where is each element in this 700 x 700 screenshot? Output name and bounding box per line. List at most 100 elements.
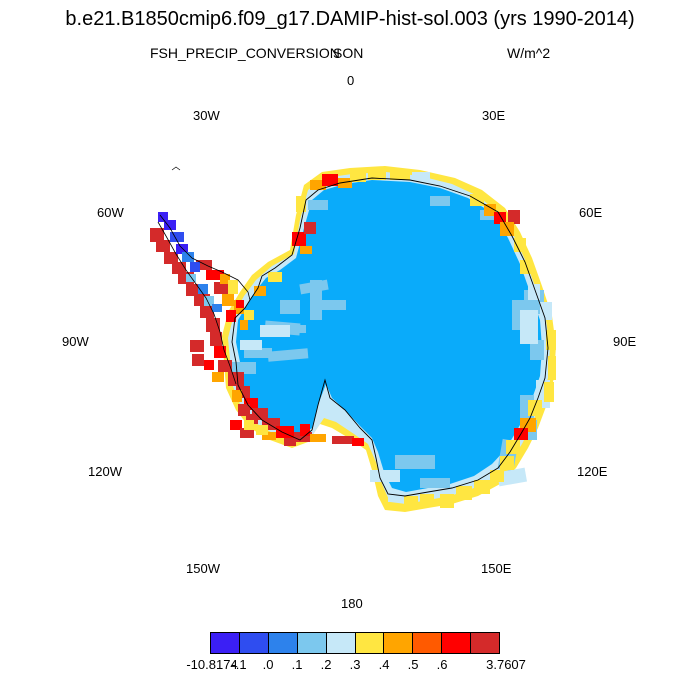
- grid-cell: [352, 438, 364, 446]
- grid-cell: [514, 238, 526, 252]
- field-shading: [150, 166, 556, 512]
- colorbar-box: [268, 633, 298, 653]
- grid-cell: [260, 325, 290, 337]
- grid-cell: [214, 282, 232, 294]
- lon-label-150w: 150W: [186, 561, 220, 576]
- grid-cell: [280, 300, 300, 314]
- grid-cell: [388, 492, 400, 502]
- grid-cell: [420, 494, 434, 506]
- grid-cell: [204, 296, 214, 306]
- grid-cell: [240, 428, 254, 438]
- grid-cell: [500, 222, 514, 236]
- grid-cell: [176, 244, 188, 254]
- grid-cell: [548, 356, 556, 380]
- grid-cell: [404, 496, 418, 508]
- grid-cell: [338, 178, 352, 188]
- grid-cell: [395, 455, 435, 469]
- colorbar-label: .2: [320, 657, 332, 672]
- grid-cell: [204, 360, 214, 370]
- grid-cell: [390, 170, 410, 180]
- grid-cell: [430, 196, 450, 206]
- grid-cell: [190, 262, 200, 272]
- grid-cell: [206, 270, 224, 280]
- grid-cell: [322, 174, 338, 186]
- lon-label-0: 0: [347, 73, 355, 88]
- grid-cell: [158, 212, 168, 222]
- grid-cell: [370, 470, 400, 482]
- colorbar-label: .0: [262, 657, 274, 672]
- grid-cell: [210, 332, 222, 346]
- grid-cell: [262, 432, 276, 440]
- grid-cell: [484, 204, 496, 216]
- grid-cell: [244, 420, 254, 430]
- units-label: W/m^2: [507, 45, 551, 61]
- grid-cell: [456, 486, 472, 500]
- colorbar-box: [297, 633, 327, 653]
- grid-cell: [412, 172, 430, 180]
- grid-cell: [220, 274, 230, 284]
- grid-cell: [284, 438, 296, 446]
- grid-cell: [238, 404, 250, 416]
- lon-label-90w: 90W: [62, 334, 89, 349]
- grid-cell: [296, 196, 306, 212]
- grid-cell: [244, 348, 272, 358]
- grid-cell: [520, 310, 538, 344]
- lon-label-30e: 30E: [482, 108, 506, 123]
- grid-cell: [474, 480, 490, 494]
- colorbar-box: [355, 633, 385, 653]
- grid-cell: [310, 434, 326, 442]
- colorbar-label: -.1: [231, 657, 247, 672]
- coastline: [231, 177, 549, 497]
- grid-cell: [540, 302, 552, 320]
- colorbar-label: -10.8174: [186, 657, 238, 672]
- grid-cell: [282, 325, 306, 333]
- grid-cell: [490, 470, 504, 482]
- grid-cell: [232, 390, 242, 402]
- lon-label-60e: 60E: [579, 205, 603, 220]
- grid-cell: [254, 286, 266, 296]
- grid-cell: [222, 294, 234, 306]
- grid-cell: [182, 252, 194, 262]
- lon-label-150e: 150E: [481, 561, 512, 576]
- grid-cell: [520, 260, 532, 274]
- colorbar-box: [211, 633, 240, 653]
- plot-title: b.e21.B1850cmip6.f09_g17.DAMIP-hist-sol.…: [65, 8, 635, 30]
- lon-label-90e: 90E: [613, 334, 637, 349]
- grid-cell: [300, 246, 312, 254]
- ice-sheet-interior: [236, 180, 542, 492]
- grid-cell: [212, 304, 222, 312]
- colorbar-label: .5: [407, 657, 419, 672]
- grid-cell: [240, 320, 248, 330]
- peninsula-coastline: [159, 214, 251, 301]
- grid-cell: [246, 414, 258, 424]
- grid-cell: [440, 494, 454, 508]
- grid-cell: [228, 372, 244, 386]
- grid-cell: [170, 232, 184, 242]
- grid-cell: [368, 170, 386, 180]
- grid-cell: [200, 306, 214, 318]
- grid-cell: [268, 272, 282, 282]
- grid-cell: [192, 354, 204, 366]
- colorbar-box: [471, 633, 500, 653]
- grid-cell: [198, 284, 208, 294]
- grid-cell: [236, 300, 244, 308]
- grid-cell: [300, 424, 310, 436]
- variable-name: FSH_PRECIP_CONVERSION: [150, 45, 340, 61]
- grid-cell: [226, 310, 236, 322]
- grid-cell: [212, 372, 224, 382]
- colorbar-label: .4: [378, 657, 390, 672]
- colorbar-box: [326, 633, 356, 653]
- grid-cell: [528, 400, 542, 416]
- colorbar-label: .1: [291, 657, 303, 672]
- grid-cell: [332, 436, 354, 444]
- colorbar: [210, 632, 500, 654]
- grid-cell: [256, 425, 268, 435]
- grid-cell: [267, 348, 309, 362]
- grid-cell: [156, 240, 170, 252]
- grid-cell: [496, 467, 528, 487]
- grid-cell: [196, 260, 212, 270]
- grid-cell: [544, 382, 554, 402]
- grid-cell: [244, 310, 254, 320]
- grid-cell: [316, 300, 346, 310]
